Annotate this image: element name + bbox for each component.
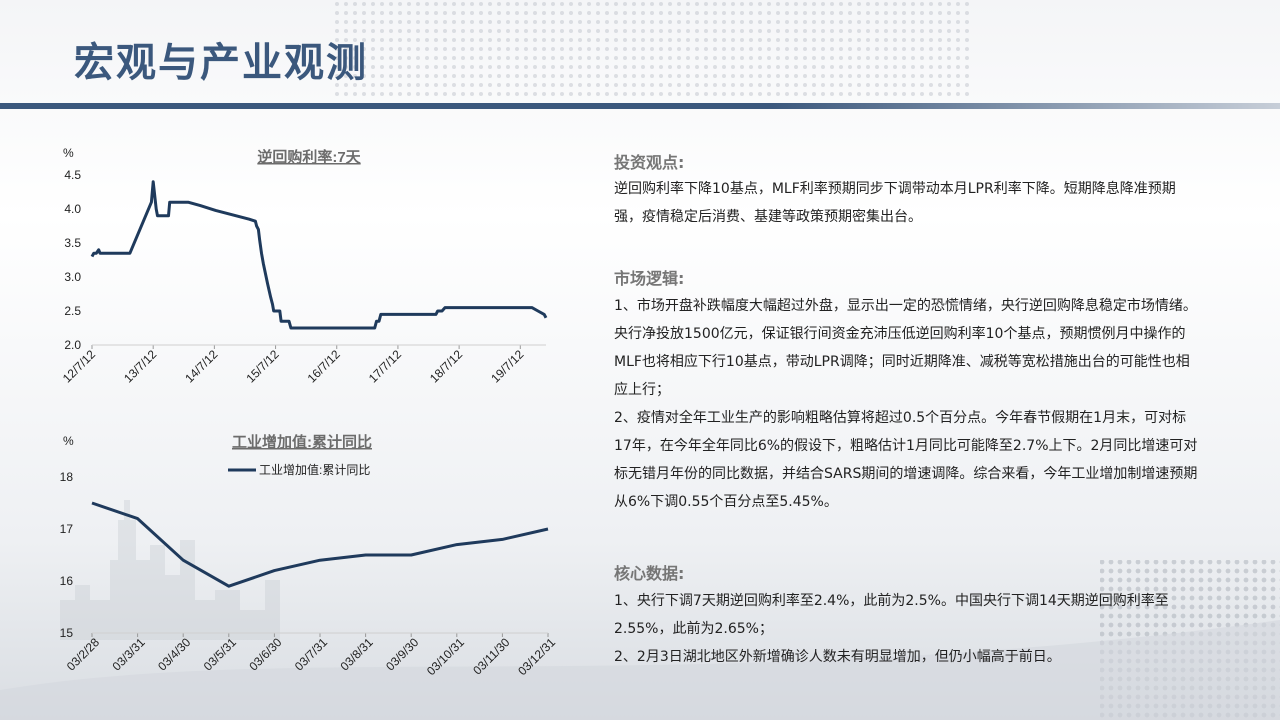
title-rule	[0, 103, 1280, 109]
investment-view-paragraph: 逆回购利率下降10基点，MLF利率预期同步下调带动本月LPR利率下降。短期降息降…	[614, 181, 1176, 225]
industrial-value-added-chart: 工业增加值:累计同比 % 工业增加值:累计同比 15 16 17 18 03/2/28…	[60, 433, 559, 678]
chart1-x-tick-label: 13/7/12	[121, 347, 159, 385]
chart1-unit-label: %	[63, 146, 74, 160]
chart2-x-tick-label: 03/3/31	[110, 635, 148, 673]
dot-map-top	[330, 0, 970, 100]
chart2-x-tick-label: 03/2/28	[64, 635, 102, 673]
market-logic-heading: 市场逻辑:	[614, 269, 685, 288]
chart1-series-line	[90, 180, 548, 330]
chart2-x-tick-label: 03/11/30	[470, 635, 513, 678]
core-data-heading: 核心数据:	[614, 564, 685, 583]
chart2-x-tick-label: 03/9/30	[383, 635, 421, 673]
investment-view-body: 逆回购利率下降10基点，MLF利率预期同步下调带动本月LPR利率下降。短期降息降…	[614, 175, 1200, 231]
chart1-x-tick-label: 16/7/12	[305, 347, 343, 385]
chart1-x-tick-label: 12/7/12	[60, 347, 98, 385]
chart1-x-tick-label: 19/7/12	[488, 347, 526, 385]
page-title: 宏观与产业观测	[74, 40, 368, 86]
chart1-y-tick-label: 4.0	[64, 202, 81, 216]
chart2-x-tick-label: 03/12/31	[515, 635, 558, 678]
chart1-y-tick-label: 2.5	[64, 304, 81, 318]
chart1-y-tick-label: 4.5	[64, 168, 81, 182]
chart1-x-tick-label: 14/7/12	[182, 347, 220, 385]
reverse-repo-rate-chart: 逆回购利率:7天 % 2.0 2.5 3.0 3.5 4.0 4.5 12/7/12 13/…	[60, 146, 548, 385]
chart2-y-tick-label: 17	[60, 522, 74, 536]
market-logic-body: 1、市场开盘补跌幅度大幅超过外盘，显示出一定的恐慌情绪，央行逆回购降息稳定市场情…	[614, 292, 1200, 516]
chart1-x-tick-label: 15/7/12	[243, 347, 281, 385]
core-data-paragraph-1: 1、央行下调7天期逆回购利率至2.4%，此前为2.5%。中国央行下调14天期逆回…	[614, 593, 1169, 637]
chart1-title: 逆回购利率:7天	[257, 148, 361, 166]
chart2-x-tick-label: 03/5/31	[201, 635, 239, 673]
market-logic-paragraph-2: 2、疫情对全年工业生产的影响粗略估算将超过0.5个百分点。今年春节假期在1月末，…	[614, 410, 1198, 510]
chart2-y-tick-label: 15	[60, 626, 74, 640]
chart2-series-line	[91, 501, 549, 588]
chart1-y-tick-label: 2.0	[64, 338, 81, 352]
chart2-y-tick-label: 18	[60, 470, 74, 484]
core-data-paragraph-2: 2、2月3日湖北地区外新增确诊人数未有明显增加，但仍小幅高于前日。	[614, 649, 1061, 665]
chart2-unit-label: %	[63, 434, 74, 448]
chart1-y-tick-label: 3.5	[64, 236, 81, 250]
chart2-x-tick-label: 03/7/31	[292, 635, 330, 673]
chart2-x-tick-label: 03/10/31	[424, 635, 467, 678]
chart2-x-tick-label: 03/8/31	[338, 635, 376, 673]
core-data-body: 1、央行下调7天期逆回购利率至2.4%，此前为2.5%。中国央行下调14天期逆回…	[614, 587, 1200, 671]
investment-view-heading: 投资观点:	[614, 153, 685, 172]
chart2-legend-label: 工业增加值:累计同比	[259, 462, 370, 477]
chart2-x-tick-label: 03/4/30	[155, 635, 193, 673]
chart2-y-tick-label: 16	[60, 574, 74, 588]
chart2-title: 工业增加值:累计同比	[232, 433, 372, 451]
market-logic-paragraph-1: 1、市场开盘补跌幅度大幅超过外盘，显示出一定的恐慌情绪，央行逆回购降息稳定市场情…	[614, 298, 1197, 398]
chart1-x-tick-label: 17/7/12	[366, 347, 404, 385]
chart2-x-tick-label: 03/6/30	[246, 635, 284, 673]
chart1-y-tick-label: 3.0	[64, 270, 81, 284]
chart1-x-tick-label: 18/7/12	[427, 347, 465, 385]
